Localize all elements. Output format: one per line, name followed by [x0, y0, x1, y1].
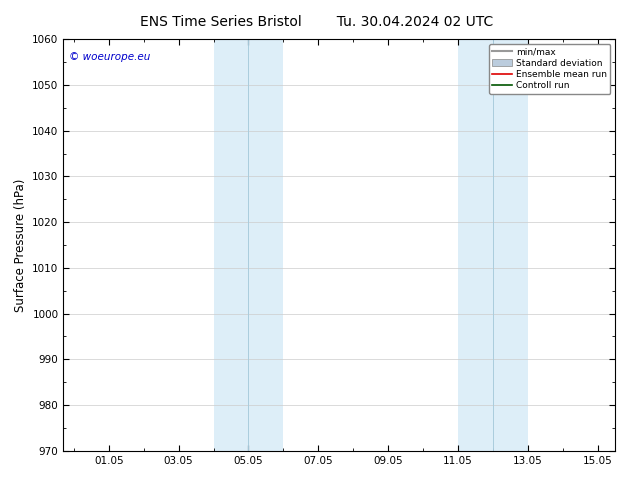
Text: ENS Time Series Bristol        Tu. 30.04.2024 02 UTC: ENS Time Series Bristol Tu. 30.04.2024 0… — [140, 15, 494, 29]
Y-axis label: Surface Pressure (hPa): Surface Pressure (hPa) — [14, 178, 27, 312]
Bar — [458, 39, 527, 451]
Legend: min/max, Standard deviation, Ensemble mean run, Controll run: min/max, Standard deviation, Ensemble me… — [489, 44, 611, 94]
Text: © woeurope.eu: © woeurope.eu — [69, 51, 150, 62]
Bar — [214, 39, 283, 451]
